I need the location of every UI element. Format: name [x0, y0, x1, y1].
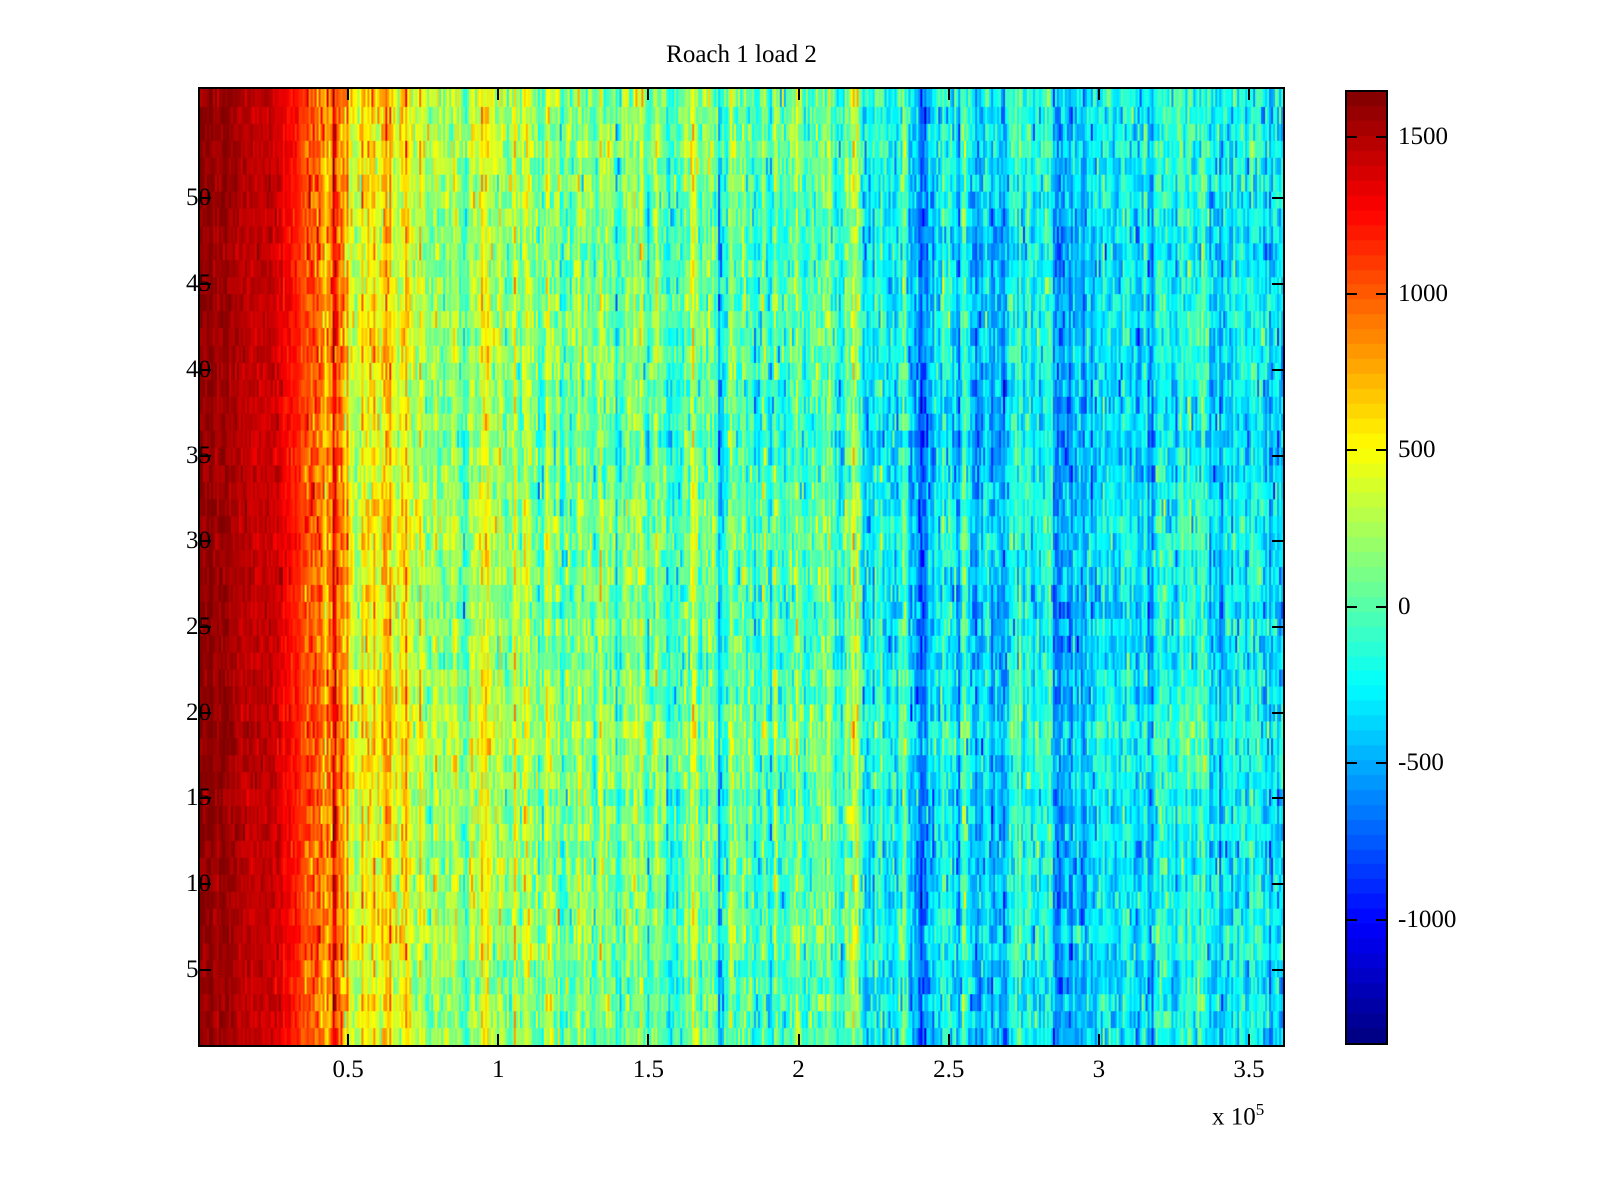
- x-axis-ticklabel: 2: [792, 1056, 805, 1083]
- x-axis-tick: [947, 1034, 950, 1045]
- x-axis-ticklabel: 1.5: [632, 1056, 665, 1083]
- colorbar-ticklabel: 500: [1398, 436, 1436, 464]
- colorbar-tick: [1376, 449, 1386, 452]
- y-axis-tick: [1272, 797, 1283, 800]
- y-axis-tick: [1272, 197, 1283, 200]
- x-axis-ticklabel: 1: [492, 1056, 505, 1083]
- y-axis-tick: [1272, 883, 1283, 886]
- colorbar-tick: [1376, 292, 1386, 295]
- x-axis-exponent-label: x 105: [1212, 1100, 1264, 1131]
- colorbar-tick: [1376, 135, 1386, 138]
- colorbar[interactable]: [1345, 90, 1388, 1045]
- colorbar-tick: [1347, 292, 1357, 295]
- y-axis-tick: [1272, 368, 1283, 371]
- colorbar-gradient: [1347, 92, 1386, 1043]
- colorbar-tick: [1347, 762, 1357, 765]
- colorbar-ticklabel: 1500: [1398, 122, 1448, 150]
- y-axis-tick: [200, 197, 211, 200]
- x-axis-tick: [797, 89, 800, 100]
- colorbar-tick: [1347, 449, 1357, 452]
- y-axis-tick: [200, 626, 211, 628]
- x-axis-exponent-mantissa: x 10: [1212, 1103, 1256, 1131]
- heatmap-image: [200, 89, 1283, 1045]
- page-title: Roach 1 load 2: [666, 41, 817, 68]
- x-axis-tick: [947, 89, 950, 100]
- x-axis-tick: [1247, 1034, 1250, 1045]
- y-axis-tick: [1272, 283, 1283, 286]
- colorbar-ticklabel: 1000: [1398, 279, 1448, 307]
- x-axis-ticklabel: 3.5: [1233, 1056, 1265, 1083]
- colorbar-tick: [1376, 918, 1386, 921]
- y-axis-tick: [200, 540, 211, 543]
- y-axis-tick: [200, 711, 211, 714]
- y-axis-tick: [200, 968, 211, 971]
- colorbar-tick: [1347, 605, 1357, 608]
- y-axis-tick: [1272, 454, 1283, 457]
- x-axis-ticklabel: 3: [1092, 1056, 1106, 1083]
- x-axis-tick: [647, 89, 650, 100]
- colorbar-ticklabel: 0: [1398, 592, 1411, 620]
- x-axis-exponent-power: 5: [1255, 1100, 1265, 1119]
- colorbar-tick: [1376, 605, 1386, 608]
- y-axis-tick: [1272, 711, 1283, 714]
- x-axis-tick: [1097, 89, 1100, 100]
- y-axis-tick: [200, 368, 211, 371]
- x-axis-tick: [1097, 1034, 1100, 1045]
- heatmap-axes[interactable]: [198, 87, 1285, 1047]
- x-axis-ticklabel: 2.5: [933, 1056, 965, 1083]
- colorbar-ticklabel: -500: [1398, 749, 1444, 777]
- x-axis-tick: [647, 1034, 650, 1045]
- x-axis-ticklabel: 0.5: [332, 1056, 364, 1083]
- y-axis-tick: [200, 883, 211, 886]
- x-axis-tick: [797, 1034, 800, 1045]
- y-axis-tick: [200, 283, 211, 286]
- y-axis-tick: [200, 454, 211, 457]
- x-axis-tick: [347, 89, 350, 100]
- colorbar-tick: [1347, 135, 1357, 138]
- colorbar-tick: [1347, 918, 1357, 921]
- y-axis-tick: [1272, 626, 1283, 628]
- y-axis-tick: [1272, 540, 1283, 543]
- y-axis-tick: [200, 797, 211, 800]
- colorbar-tick: [1376, 762, 1386, 765]
- x-axis-tick: [1247, 89, 1250, 100]
- x-axis-tick: [497, 89, 500, 100]
- colorbar-ticklabel: -1000: [1398, 905, 1457, 933]
- y-axis-tick: [1272, 968, 1283, 971]
- x-axis-tick: [347, 1034, 350, 1045]
- x-axis-tick: [497, 1034, 500, 1045]
